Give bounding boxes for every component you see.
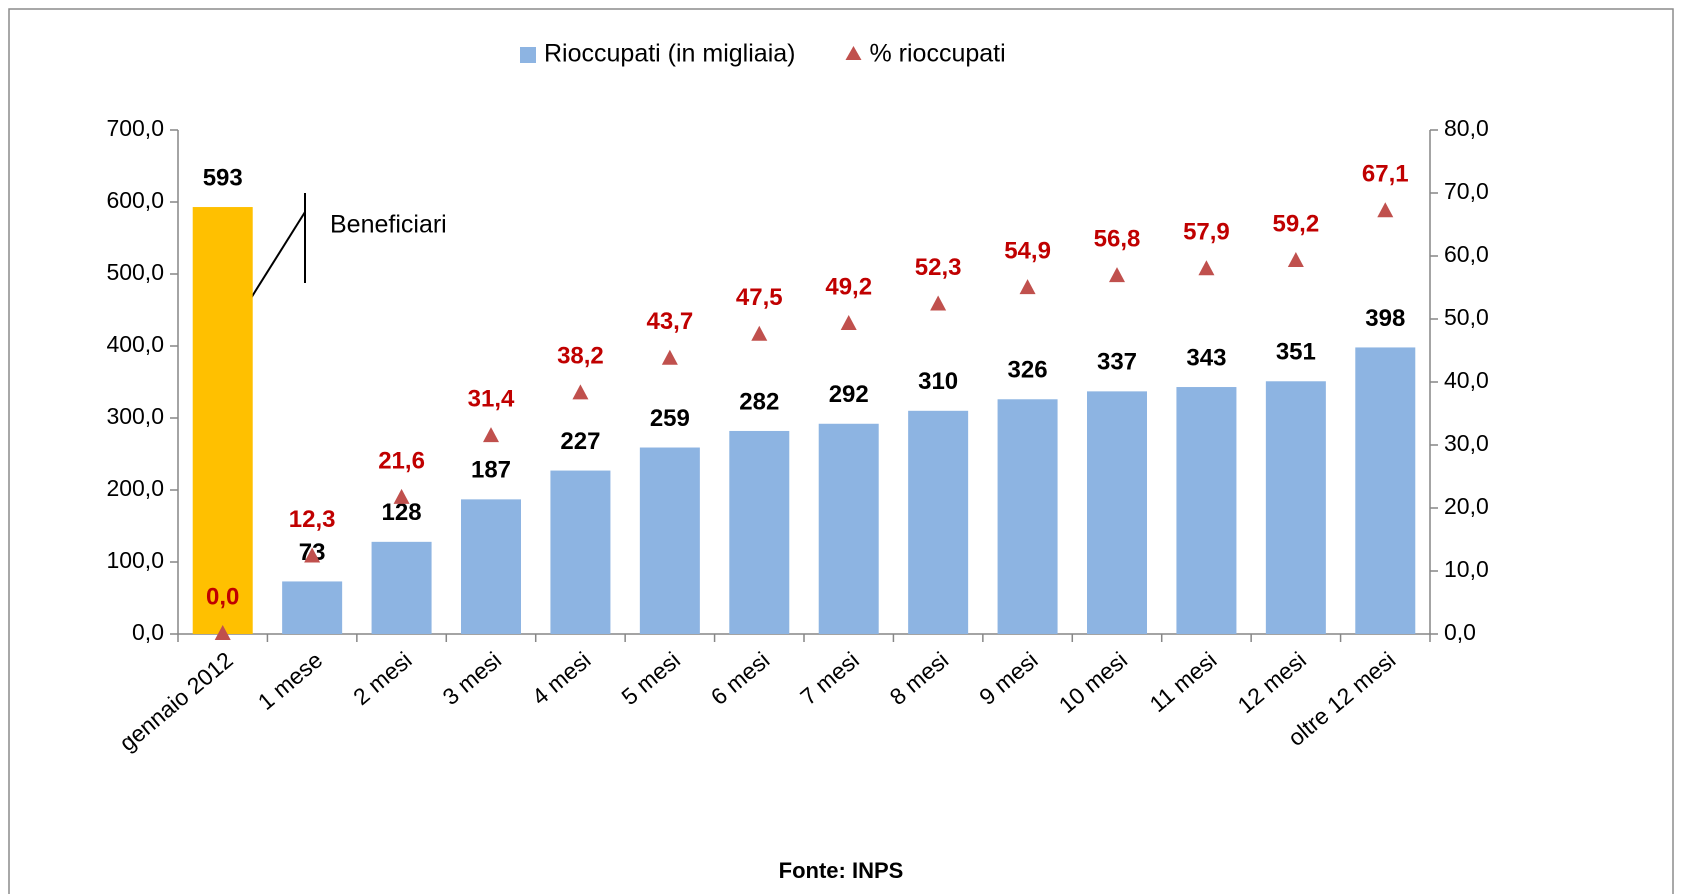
y2-tick-label: 20,0 — [1444, 493, 1489, 519]
marker — [214, 625, 231, 640]
value-label: 292 — [829, 381, 869, 408]
y2-tick-label: 40,0 — [1444, 367, 1489, 393]
marker — [751, 325, 768, 341]
y-tick-label: 600,0 — [106, 187, 164, 213]
bar — [550, 470, 611, 634]
y2-tick-label: 80,0 — [1444, 115, 1489, 141]
value-label: 187 — [471, 457, 511, 484]
bar — [1265, 381, 1326, 634]
marker — [1287, 252, 1304, 268]
value-label: 343 — [1186, 344, 1226, 371]
value-label: 21,6 — [378, 447, 425, 474]
marker — [393, 488, 410, 504]
value-label: 47,5 — [736, 284, 783, 311]
legend-swatch — [520, 47, 536, 63]
value-label: 227 — [560, 428, 600, 455]
y-tick-label: 700,0 — [106, 115, 164, 141]
value-label: 57,9 — [1183, 219, 1230, 246]
value-label: 38,2 — [557, 343, 604, 370]
bar — [639, 447, 700, 634]
marker — [304, 547, 321, 563]
value-label: 12,3 — [289, 506, 336, 533]
value-label: 31,4 — [468, 386, 515, 413]
marker — [572, 384, 589, 400]
y2-tick-label: 70,0 — [1444, 178, 1489, 204]
bar — [1176, 387, 1237, 634]
value-label: 337 — [1097, 349, 1137, 376]
y-tick-label: 100,0 — [106, 547, 164, 573]
value-label: 351 — [1276, 339, 1316, 366]
y-tick-label: 500,0 — [106, 259, 164, 285]
value-label: 49,2 — [825, 273, 872, 300]
bar — [818, 423, 879, 634]
legend-label: Rioccupati (in migliaia) — [544, 40, 795, 68]
value-label: 59,2 — [1272, 210, 1319, 237]
marker — [661, 349, 678, 365]
value-label: 326 — [1008, 357, 1048, 384]
marker — [1109, 267, 1125, 283]
y2-tick-label: 10,0 — [1444, 556, 1489, 582]
bar — [729, 430, 790, 634]
value-label: 398 — [1365, 305, 1405, 332]
value-label: 0,0 — [206, 583, 239, 610]
bar — [282, 581, 343, 634]
value-label: 43,7 — [646, 308, 693, 335]
annotation: Beneficiari — [330, 211, 447, 239]
y-tick-label: 300,0 — [106, 403, 164, 429]
marker — [1019, 279, 1036, 295]
value-label: 54,9 — [1004, 237, 1051, 264]
marker — [930, 295, 947, 311]
value-label: 56,8 — [1094, 226, 1141, 253]
legend-marker — [845, 46, 862, 60]
bar — [1087, 391, 1147, 634]
y-tick-label: 0,0 — [132, 619, 164, 645]
value-label: 310 — [918, 368, 958, 395]
bar — [461, 499, 521, 634]
value-label: 67,1 — [1362, 161, 1409, 188]
value-label: 282 — [739, 388, 779, 415]
y2-tick-label: 60,0 — [1444, 241, 1489, 267]
bar — [908, 410, 969, 634]
bar — [997, 399, 1058, 634]
legend-label: % rioccupati — [869, 40, 1005, 68]
marker — [840, 315, 857, 331]
marker — [1377, 202, 1394, 218]
value-label: 259 — [650, 405, 690, 432]
value-label: 52,3 — [915, 254, 962, 281]
y-tick-label: 200,0 — [106, 475, 164, 501]
source: Fonte: INPS — [779, 858, 904, 883]
y2-tick-label: 30,0 — [1444, 430, 1489, 456]
bar — [1355, 347, 1416, 634]
bar — [192, 207, 253, 635]
y-tick-label: 400,0 — [106, 331, 164, 357]
bar — [371, 541, 432, 634]
y2-tick-label: 50,0 — [1444, 304, 1489, 330]
value-label: 593 — [203, 164, 243, 191]
marker — [1198, 260, 1215, 276]
y2-tick-label: 0,0 — [1444, 619, 1476, 645]
marker — [483, 427, 499, 443]
